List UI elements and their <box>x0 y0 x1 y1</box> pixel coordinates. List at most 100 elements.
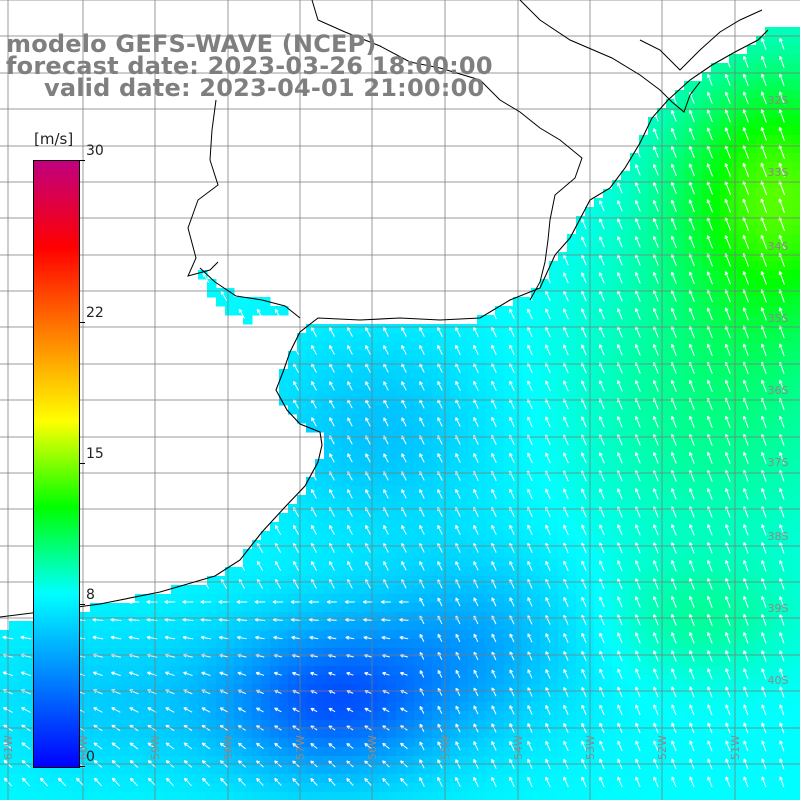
wind-speed-cell <box>747 639 757 649</box>
wind-speed-cell <box>261 306 271 316</box>
wind-speed-cell <box>504 495 514 505</box>
wind-speed-cell <box>450 369 460 379</box>
wind-speed-cell <box>765 738 775 748</box>
wind-speed-cell <box>351 387 361 397</box>
wind-speed-cell <box>630 243 640 253</box>
wind-speed-cell <box>747 279 757 289</box>
wind-speed-cell <box>630 594 640 604</box>
wind-speed-cell <box>612 639 622 649</box>
wind-speed-cell <box>648 450 658 460</box>
wind-speed-cell <box>603 234 613 244</box>
wind-speed-cell <box>702 414 712 424</box>
wind-speed-cell <box>414 513 424 523</box>
wind-speed-cell <box>306 684 316 694</box>
wind-speed-cell <box>540 540 550 550</box>
wind-speed-cell <box>450 540 460 550</box>
wind-speed-cell <box>27 639 37 649</box>
wind-speed-cell <box>702 81 712 91</box>
wind-speed-cell <box>666 126 676 136</box>
wind-speed-cell <box>684 792 694 800</box>
wind-speed-cell <box>360 351 370 361</box>
wind-speed-cell <box>765 513 775 523</box>
wind-speed-cell <box>531 495 541 505</box>
wind-speed-cell <box>711 756 721 766</box>
wind-speed-cell <box>729 648 739 658</box>
wind-speed-cell <box>270 738 280 748</box>
wind-speed-cell <box>432 765 442 775</box>
wind-speed-cell <box>27 792 37 800</box>
wind-speed-cell <box>639 342 649 352</box>
wind-speed-cell <box>18 702 28 712</box>
wind-speed-cell <box>414 531 424 541</box>
wind-speed-cell <box>81 702 91 712</box>
wind-speed-cell <box>306 594 316 604</box>
wind-speed-cell <box>468 675 478 685</box>
wind-speed-cell <box>693 324 703 334</box>
wind-speed-cell <box>675 450 685 460</box>
wind-speed-cell <box>198 765 208 775</box>
wind-speed-cell <box>747 234 757 244</box>
wind-speed-cell <box>252 306 262 316</box>
wind-speed-cell <box>495 558 505 568</box>
wind-speed-cell <box>495 657 505 667</box>
wind-speed-cell <box>666 297 676 307</box>
wind-speed-cell <box>189 747 199 757</box>
wind-speed-cell <box>351 657 361 667</box>
wind-speed-cell <box>414 360 424 370</box>
wind-speed-cell <box>639 666 649 676</box>
wind-speed-cell <box>738 414 748 424</box>
wind-speed-cell <box>315 585 325 595</box>
wind-speed-cell <box>756 63 766 73</box>
wind-speed-cell <box>729 369 739 379</box>
wind-speed-cell <box>378 648 388 658</box>
wind-arrow <box>419 561 425 571</box>
wind-speed-cell <box>405 648 415 658</box>
wind-speed-cell <box>594 729 604 739</box>
wind-speed-cell <box>441 621 451 631</box>
wind-speed-cell <box>387 702 397 712</box>
wind-speed-cell <box>450 747 460 757</box>
wind-speed-cell <box>729 405 739 415</box>
wind-speed-cell <box>441 441 451 451</box>
wind-speed-cell <box>459 477 469 487</box>
wind-speed-cell <box>405 594 415 604</box>
wind-arrow <box>778 162 786 178</box>
wind-arrow <box>617 524 623 536</box>
wind-speed-cell <box>126 603 136 613</box>
wind-speed-cell <box>333 675 343 685</box>
wind-speed-cell <box>594 306 604 316</box>
wind-speed-cell <box>531 522 541 532</box>
wind-speed-cell <box>567 450 577 460</box>
wind-speed-cell <box>558 441 568 451</box>
wind-speed-cell <box>720 648 730 658</box>
wind-speed-cell <box>99 612 109 622</box>
wind-speed-cell <box>702 369 712 379</box>
wind-speed-cell <box>666 711 676 721</box>
wind-speed-cell <box>693 261 703 271</box>
wind-speed-cell <box>234 630 244 640</box>
wind-speed-cell <box>207 747 217 757</box>
wind-speed-cell <box>144 729 154 739</box>
wind-speed-cell <box>369 414 379 424</box>
wind-speed-cell <box>783 351 793 361</box>
wind-speed-cell <box>405 540 415 550</box>
wind-speed-cell <box>783 576 793 586</box>
wind-speed-cell <box>675 252 685 262</box>
wind-speed-cell <box>765 639 775 649</box>
wind-speed-cell <box>666 774 676 784</box>
wind-speed-cell <box>675 666 685 676</box>
wind-speed-cell <box>711 729 721 739</box>
wind-speed-cell <box>450 792 460 800</box>
wind-speed-cell <box>792 495 800 505</box>
wind-speed-cell <box>765 657 775 667</box>
wind-speed-cell <box>639 702 649 712</box>
wind-speed-cell <box>504 531 514 541</box>
wind-arrow <box>671 524 677 536</box>
wind-speed-cell <box>576 621 586 631</box>
wind-speed-cell <box>387 567 397 577</box>
wind-speed-cell <box>450 549 460 559</box>
wind-speed-cell <box>630 360 640 370</box>
wind-speed-cell <box>666 261 676 271</box>
wind-speed-cell <box>81 666 91 676</box>
wind-speed-cell <box>621 738 631 748</box>
